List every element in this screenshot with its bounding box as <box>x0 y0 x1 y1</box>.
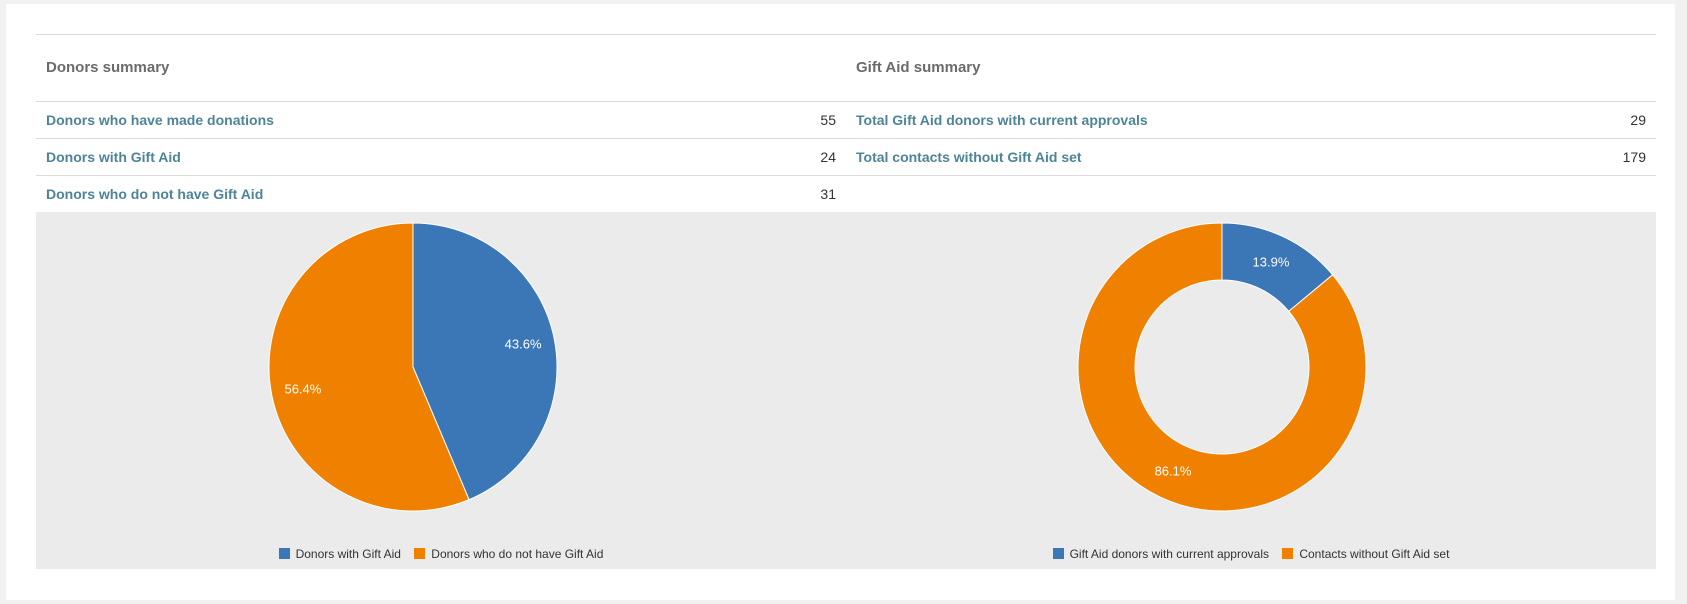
gift-aid-summary-panel: Gift Aid summary Total Gift Aid donors w… <box>846 34 1656 569</box>
gift-aid-summary-title: Gift Aid summary <box>846 35 1656 102</box>
legend-item-contacts-without-gift-aid[interactable]: Contacts without Gift Aid set <box>1282 547 1449 561</box>
contacts-without-gift-aid-value: 179 <box>1622 149 1646 165</box>
legend-swatch-orange <box>1282 548 1294 559</box>
contacts-without-gift-aid-slice[interactable] <box>1077 222 1367 512</box>
donors-with-gift-aid-slice[interactable] <box>412 222 558 501</box>
legend-swatch-blue <box>1052 548 1064 559</box>
legend-label: Donors with Gift Aid <box>295 547 401 561</box>
donors-made-donations-value: 55 <box>820 112 836 128</box>
dashboard-card: Donors summary Donors who have made dona… <box>6 4 1675 600</box>
gift-aid-donut-svg: 13.9% 86.1% <box>1077 222 1367 512</box>
donors-pie-svg: 43.6% 56.4% <box>268 222 558 512</box>
donors-chart-legend: Donors with Gift Aid Donors who do not h… <box>36 547 846 561</box>
legend-item-donors-without-gift-aid[interactable]: Donors who do not have Gift Aid <box>414 547 603 561</box>
gift-aid-current-approvals-value: 29 <box>1630 112 1646 128</box>
legend-label: Gift Aid donors with current approvals <box>1069 547 1269 561</box>
donors-without-gift-aid-value: 31 <box>820 186 836 202</box>
contacts-without-gift-aid-link[interactable]: Total contacts without Gift Aid set <box>856 149 1082 165</box>
gift-aid-donut-chart: 13.9% 86.1% Gift Aid donors with current … <box>846 212 1656 569</box>
donors-row: Donors who have made donations 55 <box>36 102 846 139</box>
donors-summary-title: Donors summary <box>36 35 846 102</box>
gift-aid-current-approvals-link[interactable]: Total Gift Aid donors with current appro… <box>856 112 1148 128</box>
donors-without-gift-aid-link[interactable]: Donors who do not have Gift Aid <box>46 186 264 202</box>
gift-aid-current-approvals-percent-label: 13.9% <box>1253 254 1290 269</box>
contacts-without-gift-aid-percent-label: 86.1% <box>1155 464 1192 479</box>
donors-without-gift-aid-percent-label: 56.4% <box>284 381 321 396</box>
donors-row: Donors with Gift Aid 24 <box>36 139 846 176</box>
gift-aid-row-empty <box>846 176 1656 212</box>
gift-aid-row: Total contacts without Gift Aid set 179 <box>846 139 1656 176</box>
legend-label: Contacts without Gift Aid set <box>1299 547 1450 561</box>
legend-swatch-blue <box>278 548 290 559</box>
gift-aid-row: Total Gift Aid donors with current appro… <box>846 102 1656 139</box>
legend-item-gift-aid-current-approvals[interactable]: Gift Aid donors with current approvals <box>1052 547 1269 561</box>
donors-row: Donors who do not have Gift Aid 31 <box>36 176 846 212</box>
legend-swatch-orange <box>414 548 426 559</box>
donors-with-gift-aid-link[interactable]: Donors with Gift Aid <box>46 149 181 165</box>
donors-with-gift-aid-value: 24 <box>820 149 836 165</box>
donors-pie-chart: 43.6% 56.4% Donors with Gift Aid Donors w… <box>36 212 846 569</box>
donors-made-donations-link[interactable]: Donors who have made donations <box>46 112 274 128</box>
donors-with-gift-aid-percent-label: 43.6% <box>505 337 542 352</box>
legend-label: Donors who do not have Gift Aid <box>431 547 604 561</box>
donors-without-gift-aid-slice[interactable] <box>268 222 470 512</box>
legend-item-donors-with-gift-aid[interactable]: Donors with Gift Aid <box>278 547 401 561</box>
gift-aid-chart-legend: Gift Aid donors with current approvals C… <box>846 547 1656 561</box>
donors-summary-panel: Donors summary Donors who have made dona… <box>36 34 846 569</box>
